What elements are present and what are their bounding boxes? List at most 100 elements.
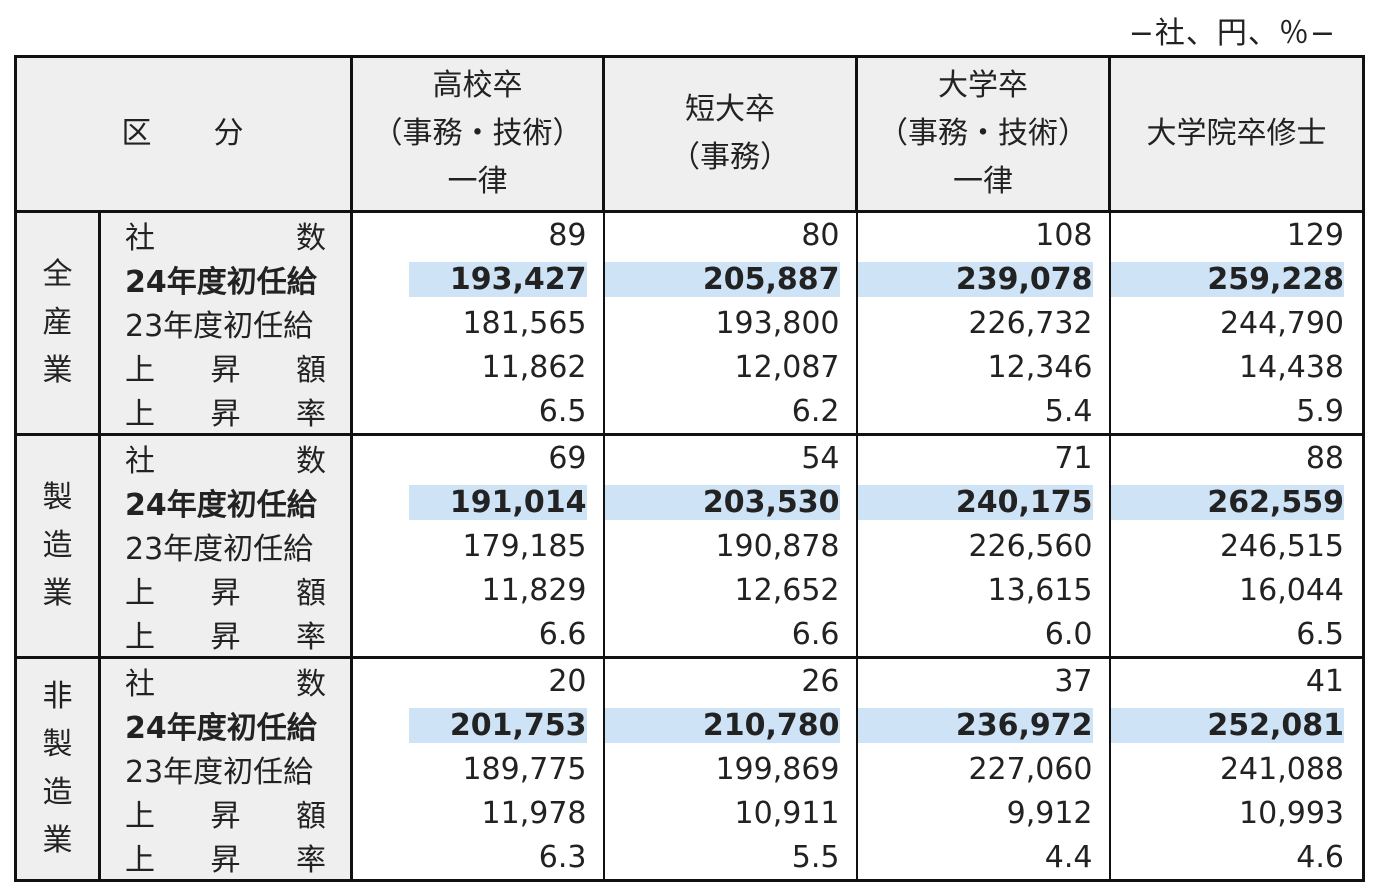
table-row: 製造業社数 69 54 71 88: [14, 433, 1365, 659]
value-cell: 5.4: [855, 389, 1111, 436]
value-text: 16,044: [1239, 572, 1344, 608]
row-label: 上昇額: [99, 345, 353, 389]
value-text: 6.6: [791, 616, 840, 652]
table-row: 23年度初任給 181,565 193,800 226,732 244,790: [16, 301, 1365, 345]
row-label-part: 数: [296, 444, 326, 479]
value-cell: 262,559: [1108, 480, 1365, 524]
row-label-part: 23年度初任給: [125, 532, 314, 567]
table-row: 24年度初任給 193,427 205,887 239,078 259,228: [16, 257, 1365, 301]
value-cell: 4.6: [1108, 835, 1365, 882]
value-cell: 37: [855, 656, 1111, 703]
row-label-part: 率: [296, 620, 326, 655]
value-cell: 12,652: [602, 568, 858, 612]
row-label-part: 23年度初任給: [125, 755, 314, 790]
row-label: 23年度初任給: [99, 301, 353, 345]
value-text: 11,978: [481, 795, 587, 831]
header-line: 一律: [953, 164, 1013, 199]
value-text: 189,775: [462, 751, 587, 787]
value-cell: 201,753: [350, 703, 605, 747]
value-text: 71: [1054, 440, 1093, 476]
value-cell: 193,427: [350, 257, 605, 301]
row-label: 上昇率: [99, 835, 353, 882]
value-cell: 10,993: [1108, 791, 1365, 835]
row-label-part: 上: [125, 576, 155, 611]
row-label-part: 上: [125, 799, 155, 834]
row-label-part: 昇: [210, 576, 241, 611]
header-row: 区 分 高校卒 （事務・技術） 一律 短大卒 （事務） 大学卒 （事務・技術） …: [14, 55, 1365, 213]
row-label-part: 上: [125, 620, 155, 655]
value-text: 14,438: [1239, 349, 1344, 385]
value-text: 4.4: [1044, 839, 1093, 875]
row-label-part: 24年度初任給: [125, 711, 317, 746]
value-text: 262,559: [1110, 484, 1344, 520]
group-label-char: 造: [42, 775, 73, 810]
row-label: 23年度初任給: [99, 747, 353, 791]
value-text: 11,862: [481, 349, 587, 385]
row-label-part: 数: [296, 667, 326, 702]
value-cell: 6.0: [855, 612, 1111, 659]
row-label-part: 昇: [210, 353, 241, 388]
row-label: 上昇額: [99, 791, 353, 835]
row-label-part: 額: [296, 799, 326, 834]
value-text: 108: [1035, 217, 1093, 253]
header-line: （事務・技術）: [878, 116, 1088, 151]
header-kubun: 区 分: [14, 55, 353, 213]
value-text: 26: [801, 663, 840, 699]
value-cell: 193,800: [602, 301, 858, 345]
group-label-char: 業: [42, 576, 73, 611]
value-text: 203,530: [604, 484, 840, 520]
value-cell: 226,560: [855, 524, 1111, 568]
value-cell: 12,087: [602, 345, 858, 389]
value-cell: 9,912: [855, 791, 1111, 835]
value-cell: 6.3: [350, 835, 605, 882]
value-text: 191,014: [409, 484, 587, 520]
value-text: 201,753: [409, 707, 587, 743]
value-text: 226,560: [968, 528, 1093, 564]
row-label: 24年度初任給: [99, 480, 353, 524]
header-line: 一律: [447, 164, 508, 199]
value-text: 244,790: [1219, 305, 1344, 341]
row-label-part: 昇: [210, 843, 241, 878]
row-label-part: 額: [296, 576, 326, 611]
table-row: 上 昇 率 6.5 6.2 5.4 5.9: [16, 389, 1365, 436]
header-line: （事務・技術）: [372, 116, 583, 151]
row-label-part: 24年度初任給: [125, 488, 317, 523]
value-cell: 244,790: [1108, 301, 1365, 345]
row-label: 上昇率: [99, 389, 353, 436]
value-cell: 240,175: [855, 480, 1111, 524]
value-text: 193,800: [715, 305, 840, 341]
table-row: 23年度初任給 179,185 190,878 226,560 246,515: [16, 524, 1365, 568]
row-label: 社数: [99, 210, 353, 257]
group-label-char: 産: [42, 305, 73, 340]
value-cell: 210,780: [602, 703, 858, 747]
value-cell: 179,185: [350, 524, 605, 568]
value-cell: 6.2: [602, 389, 858, 436]
value-text: 239,078: [857, 261, 1093, 297]
value-cell: 80: [602, 210, 858, 257]
value-text: 6.3: [538, 839, 587, 875]
value-text: 193,427: [409, 261, 587, 297]
value-text: 13,615: [987, 572, 1093, 608]
value-cell: 203,530: [602, 480, 858, 524]
value-text: 240,175: [857, 484, 1093, 520]
value-cell: 6.5: [1108, 612, 1365, 659]
value-text: 6.5: [1296, 616, 1344, 652]
table-row: 上 昇 率 6.6 6.6 6.0 6.5: [16, 612, 1365, 659]
row-label: 社数: [99, 433, 353, 480]
value-cell: 189,775: [350, 747, 605, 791]
row-label-part: 上: [125, 843, 155, 878]
value-cell: 5.5: [602, 835, 858, 882]
value-cell: 6.6: [350, 612, 605, 659]
value-cell: 89: [350, 210, 605, 257]
value-text: 210,780: [604, 707, 840, 743]
value-text: 181,565: [462, 305, 587, 341]
value-text: 69: [548, 440, 587, 476]
value-cell: 4.4: [855, 835, 1111, 882]
value-cell: 88: [1108, 433, 1365, 480]
group-label-char: 非: [42, 679, 73, 714]
value-cell: 16,044: [1108, 568, 1365, 612]
value-text: 6.0: [1044, 616, 1093, 652]
value-cell: 20: [350, 656, 605, 703]
table-row: 上 昇 額 11,829 12,652 13,615 16,044: [16, 568, 1365, 612]
value-text: 5.4: [1044, 393, 1093, 429]
